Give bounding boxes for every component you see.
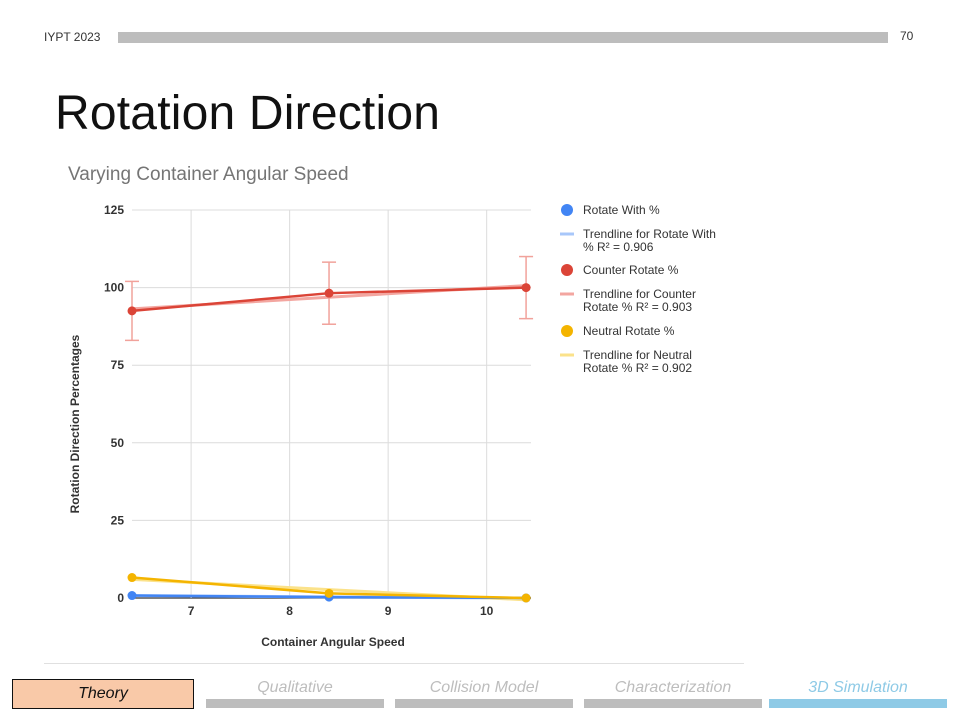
data-point-0-0: [127, 591, 137, 601]
nav-tab-3d-simulation-label: 3D Simulation: [808, 679, 908, 696]
nav-tab-3d-simulation-bar: [769, 699, 947, 708]
page-number: 70: [900, 29, 914, 43]
chart-svg: Varying Container Angular Speed 0 25 50 75 1…: [68, 164, 716, 649]
x-axis-label: Container Angular Speed: [261, 635, 405, 649]
chart-title: Varying Container Angular Speed: [68, 164, 349, 185]
nav-tab-qualitative-label: Qualitative: [257, 679, 333, 696]
chart-error-bars: [125, 255, 534, 342]
y-tick-label-2: 50: [111, 436, 125, 450]
x-tick-label-1: 8: [286, 604, 293, 618]
legend-label-5-1: Rotate % R² = 0.902: [583, 361, 692, 375]
nav-tab-characterization-label: Characterization: [614, 679, 732, 696]
legend-label-5-0: Trendline for Neutral: [583, 348, 692, 362]
legend-marker-0: [561, 204, 573, 216]
y-tick-label-5: 125: [104, 203, 124, 217]
x-tick-label-2: 9: [385, 604, 392, 618]
y-tick-label-1: 25: [111, 513, 125, 527]
data-point-2-2: [521, 593, 531, 603]
legend-label-2: Counter Rotate %: [583, 263, 679, 277]
nav-tab-collision-model[interactable]: Collision Model: [395, 678, 573, 708]
footer-divider: [44, 663, 744, 664]
nav-tab-qualitative[interactable]: Qualitative: [206, 678, 384, 708]
legend-label-3-0: Trendline for Counter: [583, 287, 696, 301]
nav-tab-characterization-bar: [584, 699, 762, 708]
legend-label-4: Neutral Rotate %: [583, 324, 675, 338]
nav-tab-qualitative-bar: [206, 699, 384, 708]
legend-marker-4: [561, 325, 573, 337]
y-tick-label-0: 0: [117, 591, 124, 605]
y-tick-label-3: 75: [111, 358, 125, 372]
y-tick-label-4: 100: [104, 281, 124, 295]
x-tick-label-0: 7: [188, 604, 195, 618]
x-tick-label-3: 10: [480, 604, 494, 618]
chart-legend: Rotate With % Trendline for Rotate With% …: [560, 203, 716, 375]
legend-label-1-1: % R² = 0.906: [583, 240, 654, 254]
slide-title: Rotation Direction: [55, 87, 441, 140]
nav-tab-collision-model-label: Collision Model: [429, 679, 539, 696]
nav-tab-theory[interactable]: Theory: [12, 679, 194, 709]
legend-label-1-0: Trendline for Rotate With: [583, 227, 716, 241]
y-axis-label: Rotation Direction Percentages: [68, 334, 82, 513]
chart-ticks: 0 25 50 75 100 125 7 8 9 10: [104, 203, 494, 618]
chart-grid: [132, 209, 531, 599]
nav-tab-characterization[interactable]: Characterization: [584, 678, 762, 708]
legend-marker-2: [561, 264, 573, 276]
chart-points: [127, 283, 531, 603]
data-point-2-0: [127, 573, 137, 583]
data-point-1-2: [521, 283, 531, 293]
nav-tab-3d-simulation[interactable]: 3D Simulation: [769, 678, 947, 708]
data-point-1-0: [127, 306, 137, 316]
data-point-1-1: [324, 288, 334, 298]
legend-label-0: Rotate With %: [583, 203, 660, 217]
legend-label-3-1: Rotate % R² = 0.903: [583, 300, 692, 314]
conference-label: IYPT 2023: [44, 30, 101, 44]
header-progress-bar: [118, 32, 888, 43]
data-point-2-1: [324, 588, 334, 598]
nav-tab-collision-model-bar: [395, 699, 573, 708]
